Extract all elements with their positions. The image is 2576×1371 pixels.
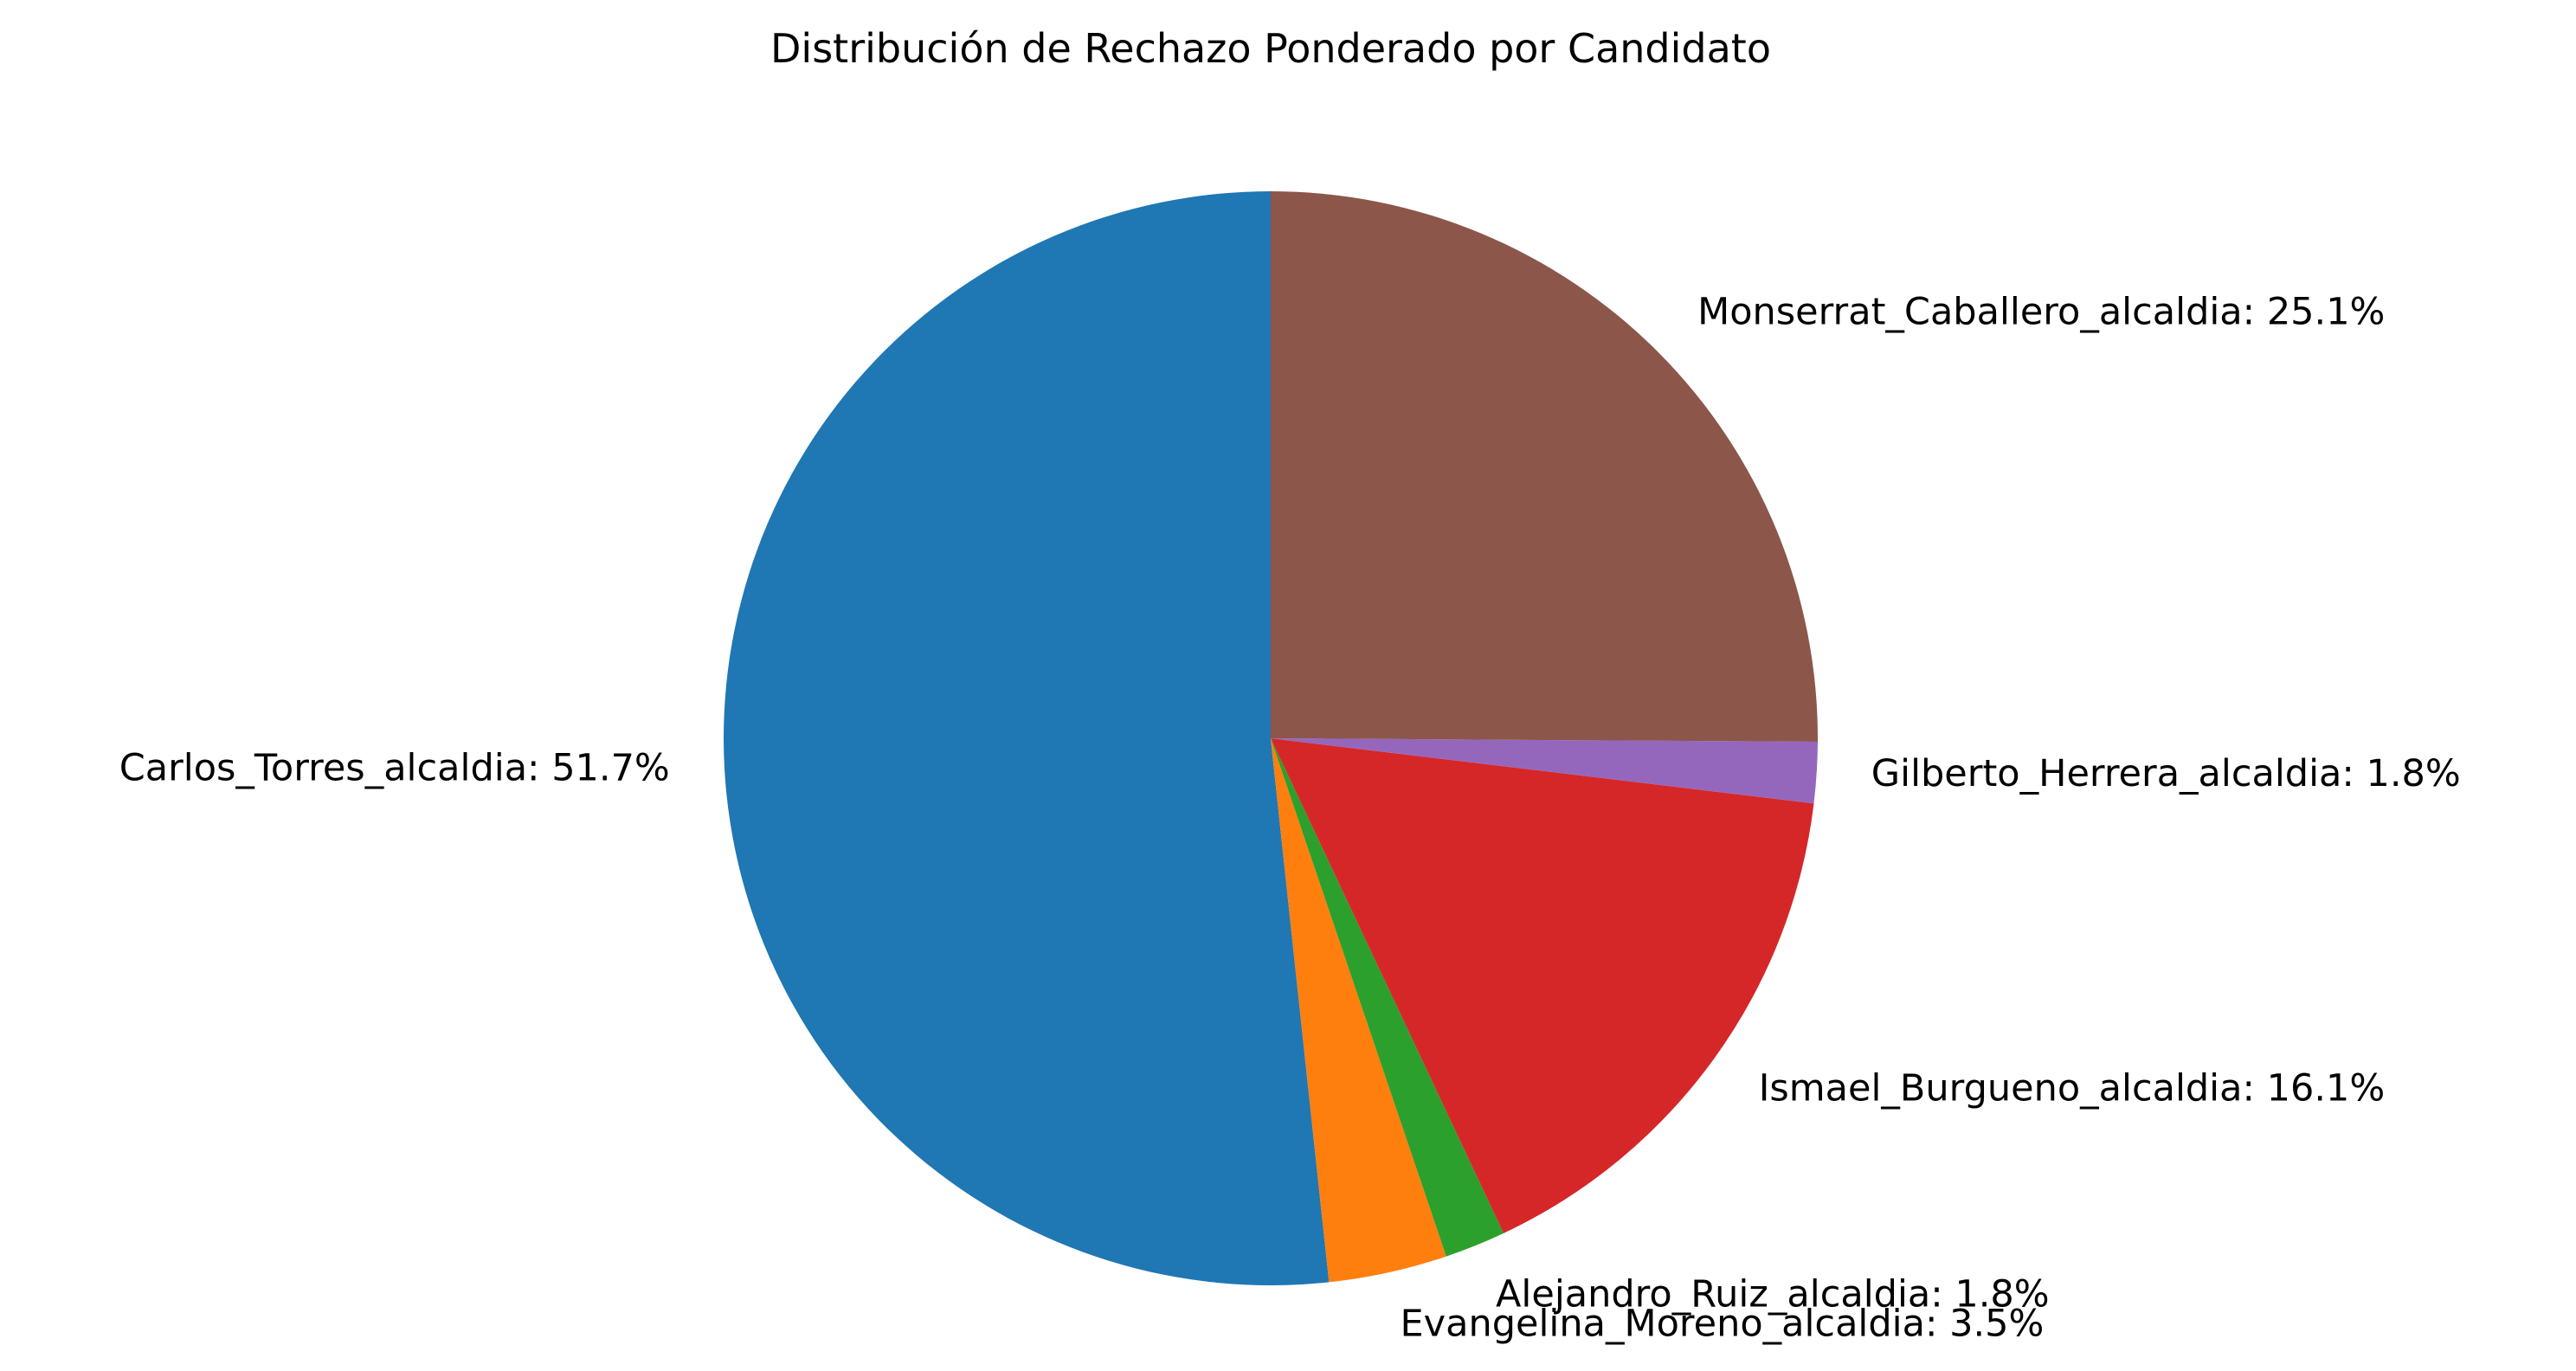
chart-title: Distribución de Rechazo Ponderado por Ca… — [770, 25, 1771, 72]
pie-slice — [1271, 738, 1446, 1283]
pie-slice — [1271, 738, 1818, 804]
pie-slice — [724, 191, 1330, 1285]
pie-slices — [724, 191, 1819, 1285]
pie-slice — [1271, 738, 1504, 1257]
slice-label: Monserrat_Caballero_alcaldia: 25.1% — [1697, 291, 2385, 334]
slice-label: Alejandro_Ruiz_alcaldia: 1.8% — [1496, 1272, 2050, 1316]
pie-slice — [1271, 738, 1814, 1233]
pie-slice — [1271, 191, 1819, 742]
slice-label: Gilberto_Herrera_alcaldia: 1.8% — [1871, 752, 2461, 795]
pie-labels: Carlos_Torres_alcaldia: 51.7% Evangelina_… — [119, 291, 2461, 1346]
slice-label: Evangelina_Moreno_alcaldia: 3.5% — [1401, 1302, 2045, 1345]
slice-label: Carlos_Torres_alcaldia: 51.7% — [119, 747, 670, 790]
slice-label: Ismael_Burgueno_alcaldia: 16.1% — [1759, 1066, 2386, 1110]
